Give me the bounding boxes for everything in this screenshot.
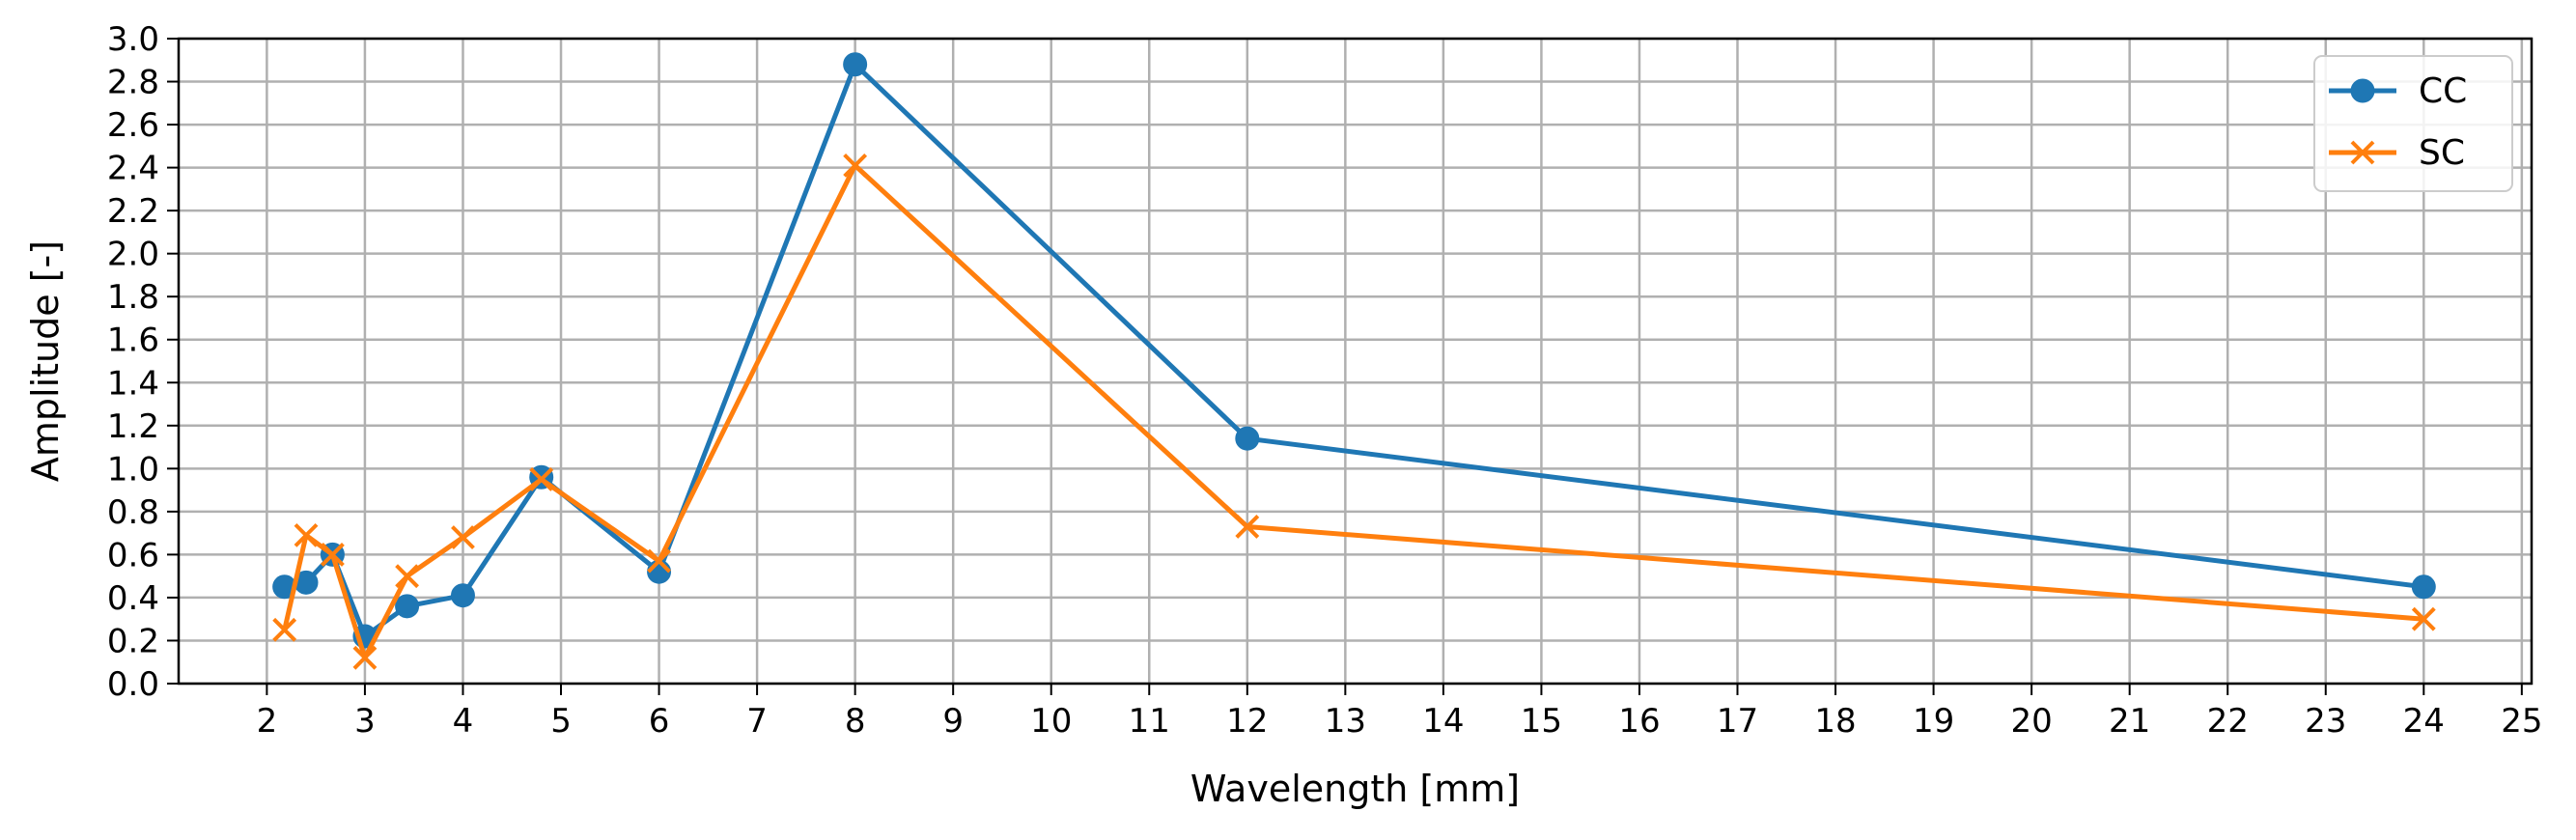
y-tick-label: 3.0 bbox=[107, 20, 159, 59]
data-point-sc bbox=[352, 645, 378, 670]
y-tick-label: 1.8 bbox=[107, 278, 159, 317]
x-tick-label: 25 bbox=[2501, 702, 2542, 741]
x-tick-label: 18 bbox=[1814, 702, 1856, 741]
x-axis-label: Wavelength [mm] bbox=[1190, 768, 1520, 810]
data-point-sc bbox=[1235, 515, 1260, 539]
series-line-sc bbox=[282, 162, 2424, 660]
x-tick-label: 24 bbox=[2403, 702, 2445, 741]
x-tick-label: 20 bbox=[2011, 702, 2053, 741]
x-tick-label: 15 bbox=[1521, 702, 1562, 741]
x-tick-label: 23 bbox=[2305, 702, 2346, 741]
data-point-sc bbox=[451, 525, 475, 550]
x-tick-label: 8 bbox=[845, 702, 866, 741]
legend-marker-sc bbox=[2350, 140, 2375, 165]
y-tick-label: 2.0 bbox=[107, 236, 159, 274]
data-point-sc bbox=[529, 467, 554, 491]
y-tick-label: 2.2 bbox=[107, 192, 159, 231]
y-tick-label: 0.0 bbox=[107, 665, 159, 704]
x-tick-label: 9 bbox=[942, 702, 964, 741]
y-tick-label: 0.8 bbox=[107, 493, 159, 532]
data-point-sc bbox=[272, 617, 297, 642]
y-tick-label: 1.0 bbox=[107, 450, 159, 489]
axis-ticks: 2 3 4 5 6 7 8 9 10 11 12 13 14 15 16 17 18 19 20 21 22 23 24 25… bbox=[107, 20, 2543, 741]
data-point-sc bbox=[321, 542, 345, 567]
x-tick-label: 5 bbox=[550, 702, 572, 741]
x-tick-label: 12 bbox=[1226, 702, 1268, 741]
y-axis-label: Amplitude [-] bbox=[24, 240, 67, 482]
x-tick-label: 16 bbox=[1618, 702, 1660, 741]
series-sc bbox=[272, 153, 2436, 670]
x-tick-label: 13 bbox=[1325, 702, 1366, 741]
legend: CC SC bbox=[2313, 55, 2513, 192]
data-point-sc bbox=[395, 564, 420, 589]
data-point-cc bbox=[450, 583, 475, 608]
x-tick-label: 2 bbox=[257, 702, 278, 741]
x-tick-label: 6 bbox=[649, 702, 670, 741]
x-tick-label: 4 bbox=[453, 702, 474, 741]
y-tick-label: 0.4 bbox=[107, 579, 159, 618]
x-tick-label: 7 bbox=[746, 702, 768, 741]
data-point-sc bbox=[843, 153, 868, 178]
legend-marker-cc bbox=[2350, 78, 2375, 103]
x-tick-label: 10 bbox=[1030, 702, 1072, 741]
data-point-cc bbox=[395, 594, 420, 619]
plot-frame bbox=[177, 37, 2534, 686]
y-tick-label: 2.8 bbox=[107, 64, 159, 102]
series-line-cc bbox=[284, 62, 2424, 639]
x-tick-label: 11 bbox=[1129, 702, 1170, 741]
x-tick-label: 17 bbox=[1717, 702, 1758, 741]
y-tick-label: 1.4 bbox=[107, 364, 159, 403]
x-tick-label: 22 bbox=[2207, 702, 2249, 741]
y-tick-label: 2.6 bbox=[107, 106, 159, 145]
y-tick-label: 1.2 bbox=[107, 407, 159, 446]
legend-frame bbox=[2313, 55, 2513, 192]
series-cc bbox=[272, 52, 2436, 649]
data-point-cc bbox=[1235, 426, 1260, 451]
legend-label-cc: CC bbox=[2419, 71, 2467, 111]
data-point-sc bbox=[647, 548, 671, 574]
x-tick-label: 19 bbox=[1913, 702, 1954, 741]
data-point-cc bbox=[2411, 574, 2436, 600]
y-tick-label: 1.6 bbox=[107, 322, 159, 360]
grid-lines bbox=[179, 37, 2532, 686]
data-point-sc bbox=[294, 522, 319, 547]
y-tick-label: 0.2 bbox=[107, 622, 159, 660]
x-tick-label: 21 bbox=[2109, 702, 2150, 741]
y-tick-label: 0.6 bbox=[107, 536, 159, 574]
legend-label-sc: SC bbox=[2419, 133, 2465, 173]
x-tick-label: 3 bbox=[354, 702, 376, 741]
x-tick-label: 14 bbox=[1422, 702, 1464, 741]
data-point-cc bbox=[843, 52, 868, 77]
y-tick-label: 2.4 bbox=[107, 150, 159, 188]
data-point-sc bbox=[2411, 606, 2436, 631]
series-layer bbox=[272, 52, 2436, 670]
